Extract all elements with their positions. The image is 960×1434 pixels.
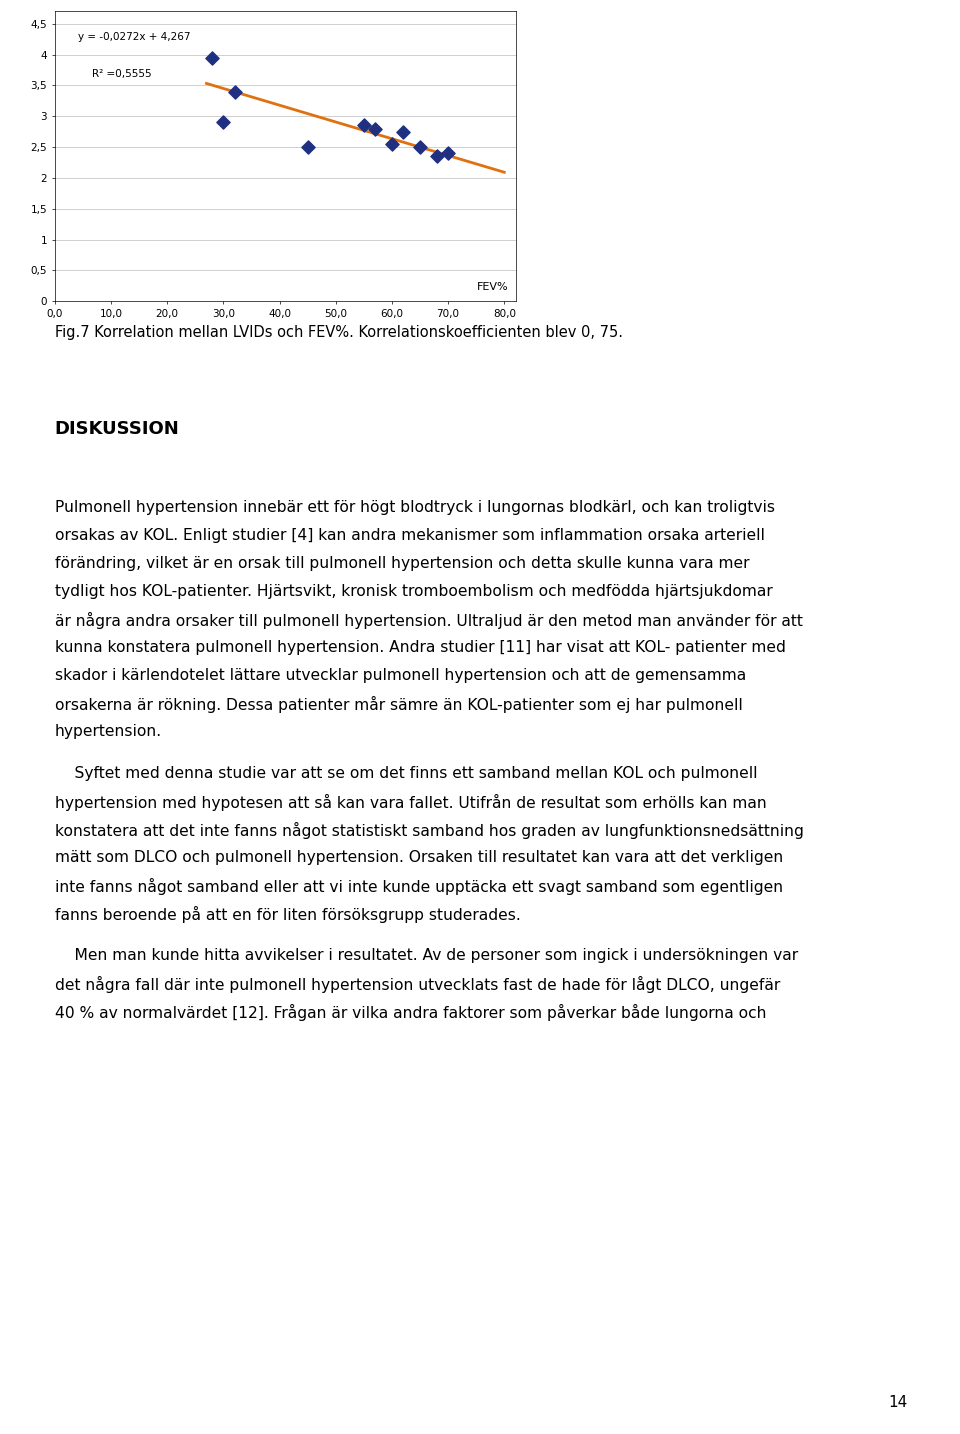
Text: är några andra orsaker till pulmonell hypertension. Ultraljud är den metod man a: är några andra orsaker till pulmonell hy… xyxy=(55,612,803,630)
Text: fanns beroende på att en för liten försöksgrupp studerades.: fanns beroende på att en för liten försö… xyxy=(55,906,520,923)
Point xyxy=(368,118,383,141)
Point xyxy=(216,110,231,133)
Point xyxy=(384,132,399,155)
Point xyxy=(356,115,372,138)
Text: 14: 14 xyxy=(888,1395,907,1410)
Text: 40 % av normalvärdet [12]. Frågan är vilka andra faktorer som påverkar både lung: 40 % av normalvärdet [12]. Frågan är vil… xyxy=(55,1004,766,1021)
Text: FEV%: FEV% xyxy=(477,282,509,293)
Text: y = -0,0272x + 4,267: y = -0,0272x + 4,267 xyxy=(78,32,190,42)
Text: Syftet med denna studie var att se om det finns ett samband mellan KOL och pulmo: Syftet med denna studie var att se om de… xyxy=(55,766,757,782)
Point xyxy=(412,136,427,159)
Text: tydligt hos KOL-patienter. Hjärtsvikt, kronisk tromboembolism och medfödda hjärt: tydligt hos KOL-patienter. Hjärtsvikt, k… xyxy=(55,584,773,599)
Point xyxy=(227,80,242,103)
Text: det några fall där inte pulmonell hypertension utvecklats fast de hade för lågt : det några fall där inte pulmonell hypert… xyxy=(55,977,780,992)
Text: Pulmonell hypertension innebär ett för högt blodtryck i lungornas blodkärl, och : Pulmonell hypertension innebär ett för h… xyxy=(55,500,775,515)
Point xyxy=(204,46,220,69)
Point xyxy=(441,142,456,165)
Point xyxy=(396,120,411,143)
Text: Men man kunde hitta avvikelser i resultatet. Av de personer som ingick i undersö: Men man kunde hitta avvikelser i resulta… xyxy=(55,948,798,964)
Text: orsakerna är rökning. Dessa patienter mår sämre än KOL-patienter som ej har pulm: orsakerna är rökning. Dessa patienter må… xyxy=(55,695,742,713)
Text: kunna konstatera pulmonell hypertension. Andra studier [11] har visat att KOL- p: kunna konstatera pulmonell hypertension.… xyxy=(55,640,785,655)
Text: inte fanns något samband eller att vi inte kunde upptäcka ett svagt samband som : inte fanns något samband eller att vi in… xyxy=(55,878,782,895)
Point xyxy=(429,145,444,168)
Point xyxy=(300,136,315,159)
Text: förändring, vilket är en orsak till pulmonell hypertension och detta skulle kunn: förändring, vilket är en orsak till pulm… xyxy=(55,556,749,571)
Text: R² =0,5555: R² =0,5555 xyxy=(91,69,152,79)
Text: DISKUSSION: DISKUSSION xyxy=(55,420,180,437)
Text: Fig.7 Korrelation mellan LVIDs och FEV%. Korrelationskoefficienten blev 0, 75.: Fig.7 Korrelation mellan LVIDs och FEV%.… xyxy=(55,326,623,340)
Text: mätt som DLCO och pulmonell hypertension. Orsaken till resultatet kan vara att d: mätt som DLCO och pulmonell hypertension… xyxy=(55,850,783,865)
Text: orsakas av KOL. Enligt studier [4] kan andra mekanismer som inflammation orsaka : orsakas av KOL. Enligt studier [4] kan a… xyxy=(55,528,764,543)
Text: skador i kärlendotelet lättare utvecklar pulmonell hypertension och att de gemen: skador i kärlendotelet lättare utvecklar… xyxy=(55,668,746,683)
Text: hypertension.: hypertension. xyxy=(55,724,162,739)
Text: hypertension med hypotesen att så kan vara fallet. Utifrån de resultat som erhöl: hypertension med hypotesen att så kan va… xyxy=(55,794,766,812)
Text: konstatera att det inte fanns något statistiskt samband hos graden av lungfunkti: konstatera att det inte fanns något stat… xyxy=(55,822,804,839)
